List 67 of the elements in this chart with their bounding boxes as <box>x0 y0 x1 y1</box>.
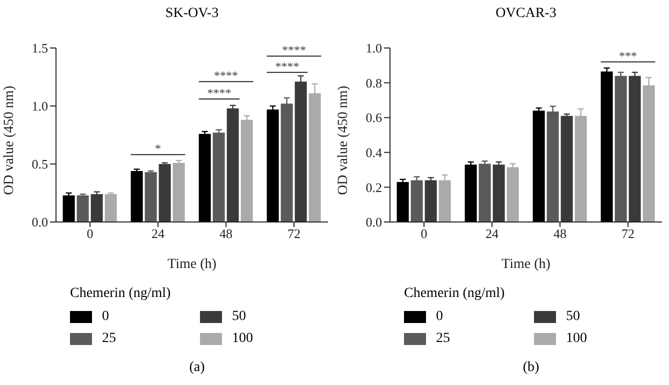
bar <box>614 76 627 222</box>
legend-title: Chemerin (ng/ml) <box>70 286 172 302</box>
y-tick-label: 0.5 <box>32 156 48 172</box>
y-tick-label: 0.4 <box>366 145 382 160</box>
bar <box>424 180 437 222</box>
x-tick-label: 24 <box>152 226 165 242</box>
bar <box>212 132 225 222</box>
y-tick-label: 1.5 <box>32 40 48 56</box>
x-tick-label: 0 <box>86 226 94 242</box>
legend-label: 100 <box>566 331 587 347</box>
bar <box>144 172 157 222</box>
x-tick-label: 48 <box>220 226 232 242</box>
legend-title: Chemerin (ng/ml) <box>404 286 506 302</box>
y-tick-label: 0.8 <box>366 75 382 90</box>
legend-label: 50 <box>232 309 246 325</box>
x-axis-title: Time (h) <box>168 257 217 272</box>
bar <box>600 71 613 222</box>
text: (b) <box>522 360 540 376</box>
bar <box>628 76 641 222</box>
bar <box>240 120 253 222</box>
y-axis-title: OD value (450 nm) <box>336 85 351 195</box>
bar <box>396 182 409 222</box>
annotation: **** <box>207 86 232 100</box>
bar <box>198 134 211 222</box>
y-tick-label: 0.0 <box>366 214 382 230</box>
annotation: **** <box>275 59 300 74</box>
legend-label: 50 <box>566 309 580 325</box>
x-tick-label: 72 <box>288 226 300 242</box>
annotation: **** <box>214 68 238 83</box>
chart-title: OVCAR-3 <box>494 6 558 22</box>
x-tick-label: 48 <box>554 226 566 242</box>
annotation: * <box>155 142 161 156</box>
legend-label: 25 <box>102 331 116 347</box>
bar <box>172 162 185 222</box>
y-tick-label: 1.0 <box>32 98 48 114</box>
bar <box>104 194 117 222</box>
bar <box>76 195 89 222</box>
legend-label: 0 <box>436 309 443 325</box>
annotation: **** <box>282 43 306 58</box>
bar <box>226 108 239 222</box>
y-axis-title: OD value (450 nm) <box>2 85 17 195</box>
bar <box>158 164 171 222</box>
bar <box>492 164 505 222</box>
bar <box>90 194 103 222</box>
y-tick-label: 1.0 <box>366 40 382 56</box>
bar <box>410 180 423 222</box>
x-tick-label: 24 <box>486 226 499 242</box>
bar <box>62 195 75 222</box>
bar <box>266 109 279 222</box>
bar <box>464 164 477 222</box>
y-tick-label: 0.2 <box>366 180 382 195</box>
annotation: *** <box>619 48 637 63</box>
bar <box>532 110 545 222</box>
text: (a) <box>188 360 206 376</box>
bar <box>130 170 143 222</box>
legend-label: 0 <box>102 309 109 325</box>
legend-label: 25 <box>436 331 450 347</box>
x-tick-label: 72 <box>622 226 634 242</box>
chart-title: SK-OV-3 <box>164 6 220 22</box>
y-tick-label: 0.0 <box>32 214 48 230</box>
bar <box>560 116 573 222</box>
legend-label: 100 <box>232 331 253 347</box>
x-axis-title: Time (h) <box>502 257 551 272</box>
bar <box>478 164 491 222</box>
bar <box>506 167 519 222</box>
y-tick-label: 0.6 <box>366 110 382 126</box>
x-tick-label: 0 <box>420 226 428 242</box>
